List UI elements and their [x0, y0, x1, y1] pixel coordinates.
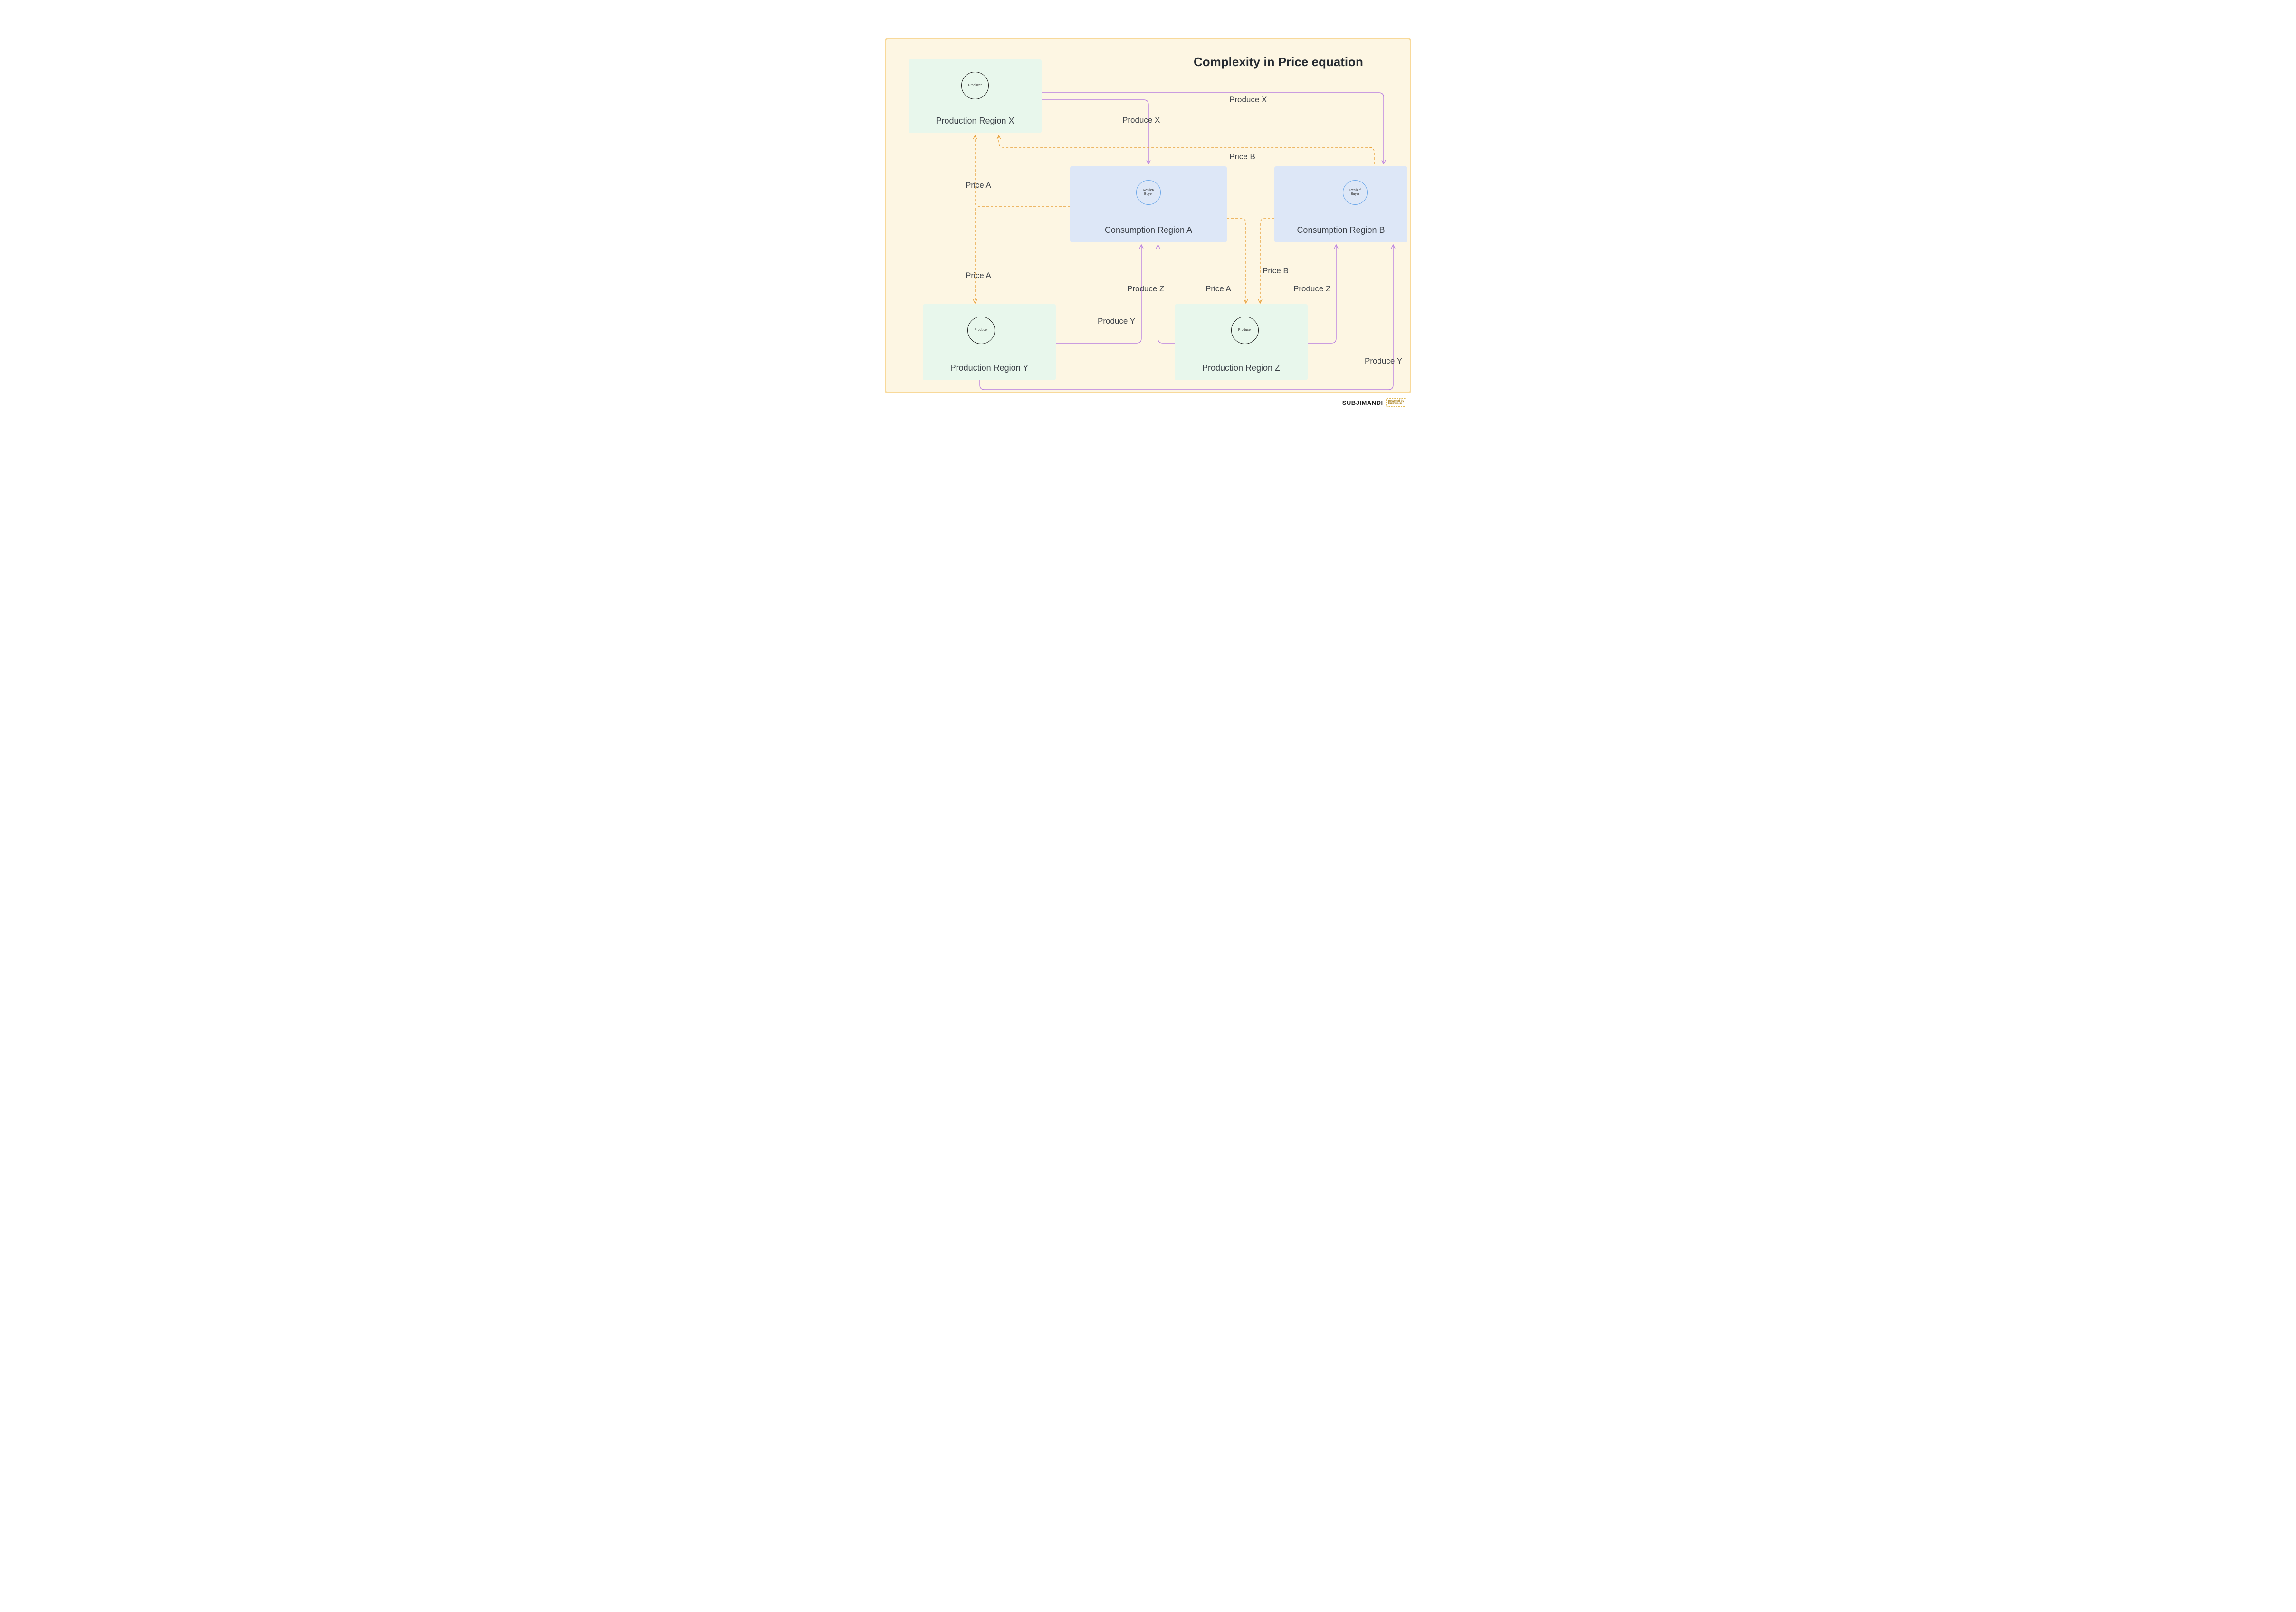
edge-label-ca-px-price: Price A — [966, 181, 991, 190]
producer-circle-px: Producer — [961, 72, 989, 99]
diagram-canvas: Complexity in Price equation Production … — [861, 14, 1435, 417]
edge-label-py-ca: Produce Y — [1098, 317, 1135, 326]
edge-label-cb-pz-price: Price B — [1263, 266, 1289, 276]
edge-label-px-cb: Produce X — [1229, 95, 1267, 105]
brand-footer: SUBJIMANDI powered by PIPEHAUL — [1342, 398, 1406, 407]
edge-label-px-ca: Produce X — [1122, 115, 1160, 125]
node-label-ca: Consumption Region A — [1070, 225, 1227, 235]
edge-label-pz-ca: Produce Z — [1127, 284, 1164, 294]
node-label-py: Production Region Y — [923, 363, 1056, 373]
diagram-title: Complexity in Price equation — [1194, 55, 1363, 69]
edge-label-pz-cb: Produce Z — [1293, 284, 1330, 294]
brand-pill: powered by PIPEHAUL — [1386, 398, 1406, 407]
node-label-cb: Consumption Region B — [1274, 225, 1407, 235]
edge-label-cb-px-price: Price B — [1229, 152, 1255, 162]
brand-main: SUBJIMANDI — [1342, 399, 1383, 406]
buyer-circle-ca: Resller/ Buyer — [1136, 180, 1161, 205]
buyer-circle-cb: Resller/ Buyer — [1343, 180, 1368, 205]
node-label-px: Production Region X — [909, 116, 1042, 126]
edge-label-ca-py-price: Price A — [966, 271, 991, 280]
node-label-pz: Production Region Z — [1175, 363, 1308, 373]
edge-label-ca-pz-price: Price A — [1205, 284, 1231, 294]
edge-label-py-cb: Produce Y — [1365, 356, 1402, 366]
producer-circle-pz: Producer — [1231, 317, 1259, 344]
producer-circle-py: Producer — [967, 317, 995, 344]
